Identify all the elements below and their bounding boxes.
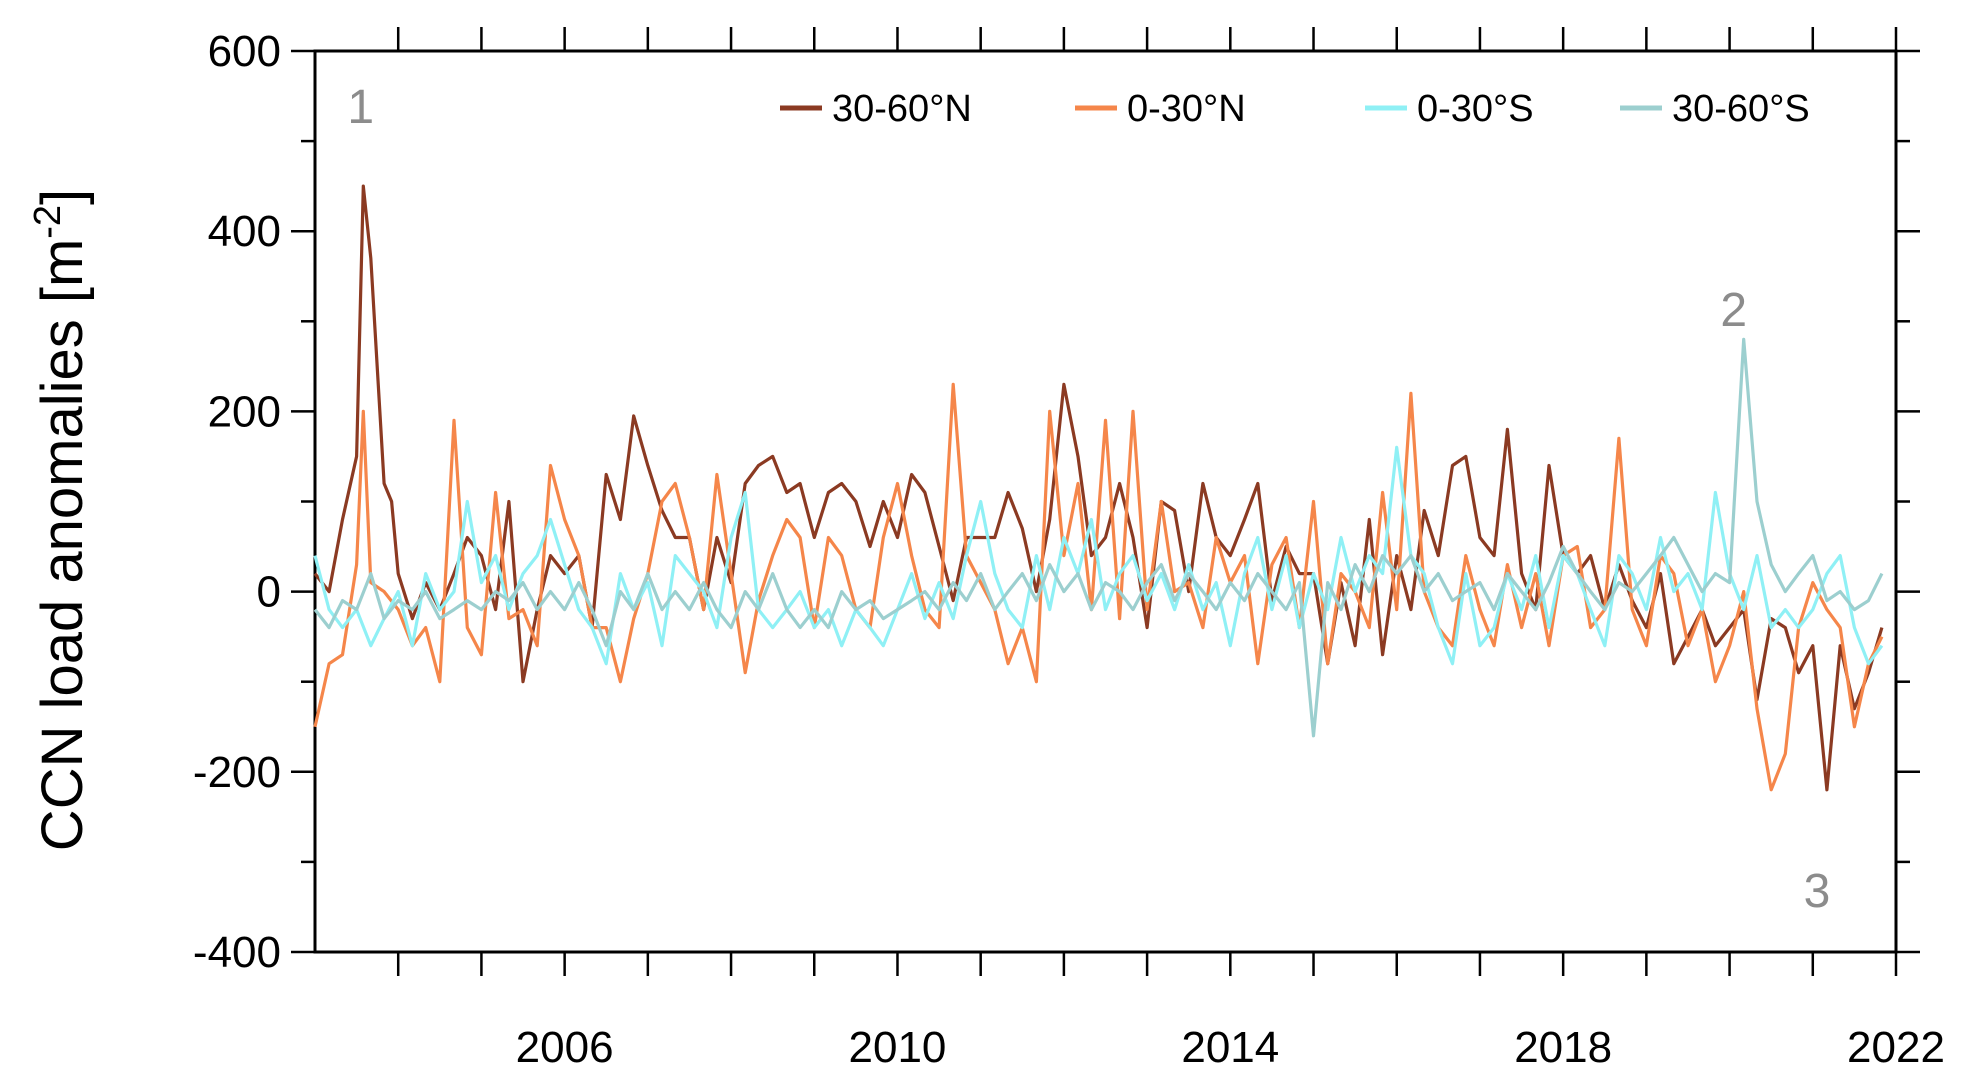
y-tick-label: 600 [208, 27, 281, 76]
annotation-label: 3 [1804, 865, 1831, 918]
y-axis-label-superscript: -2 [27, 205, 69, 239]
annotation-label: 1 [347, 81, 374, 134]
x-tick-label: 2010 [849, 1023, 947, 1072]
legend-label: 30-60°N [832, 88, 972, 130]
series-line [313, 337, 1884, 738]
x-tick-label: 2022 [1847, 1023, 1945, 1072]
series-line [313, 382, 1884, 792]
y-tick-label: -400 [193, 928, 281, 977]
y-ticks: -400 -200 0 200 400 600 [193, 27, 1920, 977]
series-lines [313, 184, 1884, 792]
legend-label: 0-30°S [1417, 88, 1534, 130]
x-tick-label: 2018 [1514, 1023, 1612, 1072]
legend-label: 30-60°S [1672, 88, 1810, 130]
y-axis-label-suffix: ] [30, 189, 95, 205]
annotations: 1 2 3 [347, 81, 1830, 918]
y-axis-label: CCN load anomalies [m-2] [27, 189, 95, 851]
y-tick-label: -200 [193, 748, 281, 797]
legend-label: 0-30°N [1127, 88, 1246, 130]
x-tick-label: 2006 [516, 1023, 614, 1072]
y-tick-label: 400 [208, 207, 281, 256]
y-tick-label: 200 [208, 387, 281, 436]
annotation-label: 2 [1720, 284, 1747, 337]
y-tick-label: 0 [257, 568, 281, 617]
x-tick-label: 2014 [1181, 1023, 1279, 1072]
series-line [313, 445, 1884, 666]
legend: 30-60°N 0-30°N 0-30°S 30-60°S [780, 88, 1810, 130]
y-axis-label-main: CCN load anomalies [m [30, 239, 95, 851]
plot-frame [313, 49, 1898, 954]
x-ticks: 2006 2010 2014 2018 2022 [396, 27, 1945, 1072]
